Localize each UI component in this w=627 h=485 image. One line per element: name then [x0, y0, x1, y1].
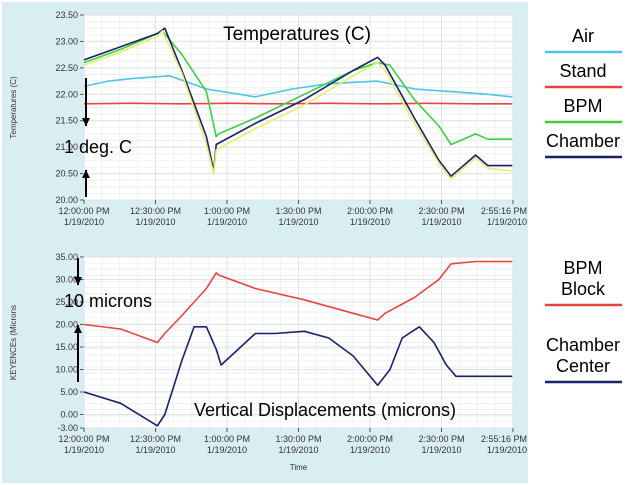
- chart1-ylabel: Temperatures (C): [9, 76, 18, 139]
- chart2-ytick-label: 30.00: [55, 275, 78, 285]
- chart1-title: Temperatures (C): [223, 24, 371, 45]
- legend-top-label: Stand: [559, 61, 606, 81]
- chart1-xtick-date: 1/19/2010: [64, 217, 104, 227]
- chart1-xtick-time: 2:55:16 PM: [481, 206, 527, 216]
- chart2-xtick-time: 1:00:00 PM: [204, 434, 250, 444]
- arrow-1deg-down-head: [82, 118, 90, 126]
- legend-bottom-label: Block: [561, 279, 606, 299]
- chart1-xtick-date: 1/19/2010: [135, 217, 175, 227]
- chart2-xtick-date: 1/19/2010: [64, 445, 104, 455]
- legend-bottom-label: Chamber: [546, 335, 620, 355]
- chart1-series-chamber: [83, 27, 513, 177]
- chart1-ytick-label: 22.50: [55, 63, 78, 73]
- chart2-ylabel: KEYENCEs (Microns: [9, 305, 18, 380]
- chart1-xtick-time: 1:30:00 PM: [275, 206, 321, 216]
- chart1-annotation: 1 deg. C: [64, 137, 132, 157]
- chart1-ytick-label: 21.50: [55, 116, 78, 126]
- chart2-ytick-label: -3.00: [57, 423, 78, 433]
- chart2-xtick-time: 1:30:00 PM: [275, 434, 321, 444]
- chart2-annotation: 10 microns: [64, 291, 152, 311]
- arrow-10microns-down-head: [74, 277, 82, 285]
- chart1-series-air: [83, 75, 513, 98]
- chart1-xtick-date: 1/19/2010: [421, 217, 461, 227]
- chart1-xtick-time: 12:30:00 PM: [130, 206, 181, 216]
- chart2-ytick-label: 0.00: [60, 410, 78, 420]
- chart1-xtick-time: 1:00:00 PM: [204, 206, 250, 216]
- chart2-xtick-date: 1/19/2010: [207, 445, 247, 455]
- chart1-xtick-date: 1/19/2010: [350, 217, 390, 227]
- chart2-ytick-label: 5.00: [60, 387, 78, 397]
- chart1-series-stand: [83, 102, 513, 105]
- arrow-1deg-up-head: [82, 170, 90, 178]
- chart1-xtick-date: 1/19/2010: [278, 217, 318, 227]
- chart1-xtick-time: 2:00:00 PM: [347, 206, 393, 216]
- chart1-xtick-time: 12:00:00 PM: [58, 206, 109, 216]
- chart2-ytick-label: 20.00: [55, 320, 78, 330]
- legend-top-label: Chamber: [546, 131, 620, 151]
- chart1-xtick-time: 2:30:00 PM: [418, 206, 464, 216]
- legend-top-label: Air: [572, 26, 594, 46]
- legend-top-label: BPM: [563, 96, 602, 116]
- chart1-ytick-label: 23.00: [55, 36, 78, 46]
- chart2-xtick-date: 1/19/2010: [487, 445, 527, 455]
- chart2-ytick-label: 25.00: [55, 297, 78, 307]
- chart1-ytick-label: 21.00: [55, 142, 78, 152]
- chart1-series-unlabeled-4: [83, 30, 513, 180]
- chart1-ytick-label: 20.00: [55, 195, 78, 205]
- chart1-xtick-date: 1/19/2010: [487, 217, 527, 227]
- legend-bottom-label: Center: [556, 356, 610, 376]
- chart2-xtick-time: 12:00:00 PM: [58, 434, 109, 444]
- chart2-xtick-date: 1/19/2010: [421, 445, 461, 455]
- chart2-xtick-time: 2:55:16 PM: [481, 434, 527, 444]
- chart1-ytick-label: 22.00: [55, 89, 78, 99]
- chart2-ytick-label: 15.00: [55, 342, 78, 352]
- chart2-series-bpm-block: [83, 260, 513, 344]
- chart1-ytick-label: 23.50: [55, 10, 78, 20]
- chart1-ytick-label: 20.50: [55, 169, 78, 179]
- arrow-10microns-up-head: [74, 325, 82, 333]
- chart1-xtick-date: 1/19/2010: [207, 217, 247, 227]
- chart2-series-chamber-center: [83, 325, 513, 427]
- chart2-ytick-label: 35.00: [55, 252, 78, 262]
- legend-bottom-label: BPM: [563, 258, 602, 278]
- chart2-ytick-label: 10.00: [55, 365, 78, 375]
- chart2-xtick-date: 1/19/2010: [278, 445, 318, 455]
- chart2-xtick-time: 2:30:00 PM: [418, 434, 464, 444]
- chart2-xtick-date: 1/19/2010: [135, 445, 175, 455]
- chart2-xlabel: Time: [290, 463, 308, 472]
- chart2-title: Vertical Displacements (microns): [194, 400, 456, 420]
- chart2-xtick-date: 1/19/2010: [350, 445, 390, 455]
- chart2-xtick-time: 12:30:00 PM: [130, 434, 181, 444]
- chart2-xtick-time: 2:00:00 PM: [347, 434, 393, 444]
